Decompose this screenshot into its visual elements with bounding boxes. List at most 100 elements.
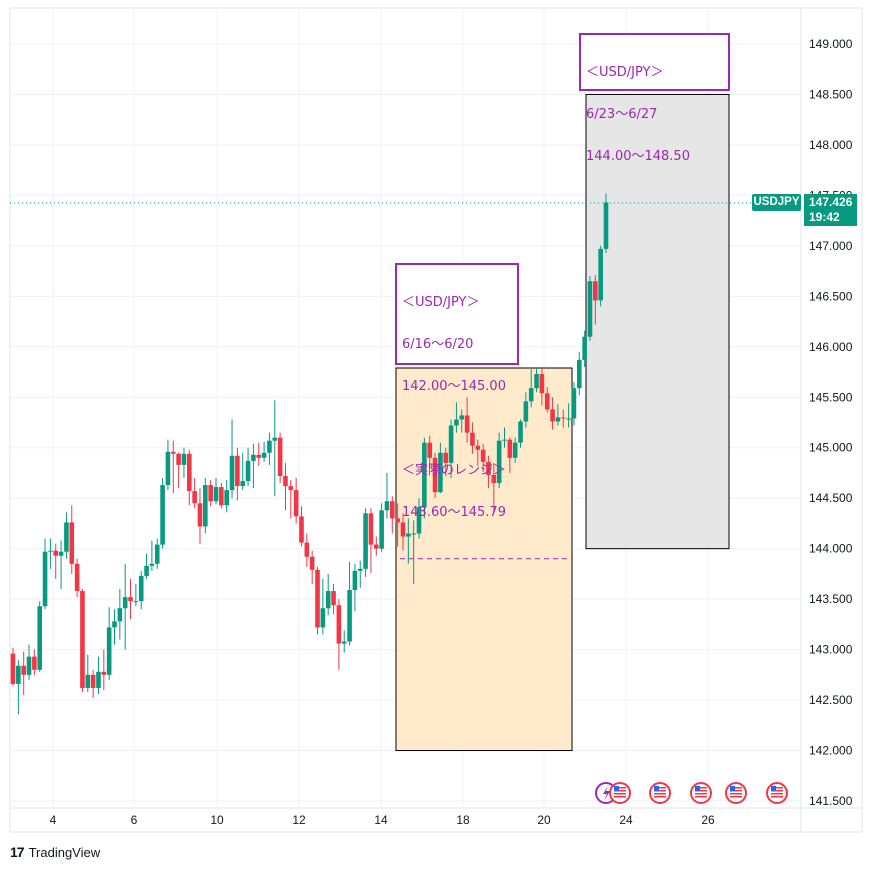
- x-tick-label: 6: [131, 813, 138, 827]
- annotation-line: 6/16～6/20: [402, 337, 474, 352]
- candle-body: [357, 568, 363, 571]
- candle-body: [347, 590, 352, 642]
- candle: [277, 432, 283, 484]
- candle: [154, 538, 160, 569]
- candle-body: [464, 415, 470, 433]
- candle-body: [544, 393, 550, 410]
- candle-body: [571, 388, 577, 419]
- candle-body: [170, 451, 176, 454]
- candle: [379, 503, 384, 552]
- candle-body: [390, 501, 395, 519]
- candle-body: [507, 439, 513, 458]
- candle-body: [106, 627, 112, 675]
- y-tick-label: 146.500: [809, 289, 853, 303]
- candle: [603, 193, 609, 253]
- candle-body: [208, 485, 213, 502]
- candle: [544, 387, 550, 413]
- candle-body: [432, 457, 438, 493]
- y-tick-label: 142.000: [809, 744, 853, 758]
- candle-body: [64, 522, 69, 552]
- x-tick-label: 18: [456, 813, 470, 827]
- candle: [384, 472, 390, 519]
- candle-body: [480, 449, 486, 462]
- us-flag-event-icon[interactable]: [690, 782, 712, 804]
- candle-body: [192, 491, 197, 504]
- candle-body: [293, 490, 299, 517]
- candle: [454, 402, 459, 433]
- candle-body: [245, 460, 251, 482]
- candle-body: [566, 418, 571, 420]
- annotation-line: ＜実際のレンジ＞: [402, 463, 507, 478]
- candle: [96, 656, 101, 695]
- candle-body: [518, 421, 523, 443]
- candle-body: [251, 454, 256, 461]
- y-tick-label: 145.500: [809, 390, 853, 404]
- candle-body: [582, 336, 587, 360]
- candle: [112, 609, 117, 645]
- candle: [186, 449, 192, 506]
- candle-body: [176, 453, 181, 465]
- candle-body: [48, 550, 53, 552]
- candle-body: [459, 415, 465, 420]
- candle: [58, 540, 64, 590]
- candle: [85, 654, 91, 692]
- candle: [496, 432, 502, 489]
- candle: [251, 443, 256, 489]
- y-tick-label: 148.500: [809, 87, 853, 101]
- candle: [512, 437, 518, 463]
- candle: [64, 512, 69, 559]
- candle-body: [512, 442, 518, 458]
- candle: [427, 435, 433, 468]
- candle: [272, 400, 278, 497]
- candle: [74, 558, 80, 598]
- candle: [464, 397, 470, 443]
- annotation-line: ＜USD/JPY＞: [402, 295, 480, 310]
- us-flag-event-icon[interactable]: [766, 782, 788, 804]
- candle: [309, 550, 315, 584]
- us-flag-event-icon[interactable]: [649, 782, 671, 804]
- candle-body: [555, 417, 561, 422]
- y-tick-label: 144.000: [809, 542, 853, 556]
- candle-body: [304, 542, 310, 557]
- candle: [149, 540, 155, 571]
- candle-body: [58, 551, 64, 556]
- candle: [534, 367, 539, 393]
- candle-body: [363, 513, 368, 569]
- footer: 17 TradingView: [10, 844, 100, 860]
- candle-body: [21, 665, 26, 675]
- range-annotation-week2: ＜USD/JPY＞ 6/23～6/27 144.00～148.50: [579, 33, 730, 164]
- x-tick-label: 10: [210, 813, 224, 827]
- candle: [170, 440, 176, 494]
- candle: [598, 245, 603, 307]
- candle-body: [341, 641, 347, 644]
- candle-body: [384, 501, 390, 511]
- candle: [16, 659, 21, 715]
- candle: [21, 651, 26, 696]
- x-tick-label: 12: [292, 813, 306, 827]
- candle: [555, 404, 561, 426]
- candle: [373, 536, 379, 556]
- candle-body: [101, 671, 107, 675]
- range-annotation-week1: ＜USD/JPY＞ 6/16～6/20 142.00～145.00 ＜実際のレン…: [395, 263, 519, 520]
- candle-body: [32, 656, 37, 670]
- candle: [523, 392, 529, 428]
- us-flag-event-icon[interactable]: [725, 782, 747, 804]
- last-price-badge: 147.426 19:42: [804, 194, 857, 226]
- candle: [320, 578, 326, 635]
- candle-body: [272, 437, 278, 441]
- candle: [37, 601, 43, 672]
- candle-body: [406, 533, 411, 537]
- us-flag-event-icon[interactable]: [609, 782, 631, 804]
- tradingview-logo-icon: 17: [10, 844, 25, 860]
- candle: [475, 439, 481, 466]
- candle-body: [90, 674, 96, 688]
- candle: [352, 563, 358, 612]
- candle: [459, 409, 465, 433]
- candle: [256, 442, 262, 466]
- candle-body: [85, 674, 91, 688]
- candle-body: [395, 518, 400, 523]
- candle: [192, 478, 197, 509]
- candle: [331, 583, 336, 615]
- candle: [341, 630, 347, 653]
- candle-body: [219, 487, 224, 506]
